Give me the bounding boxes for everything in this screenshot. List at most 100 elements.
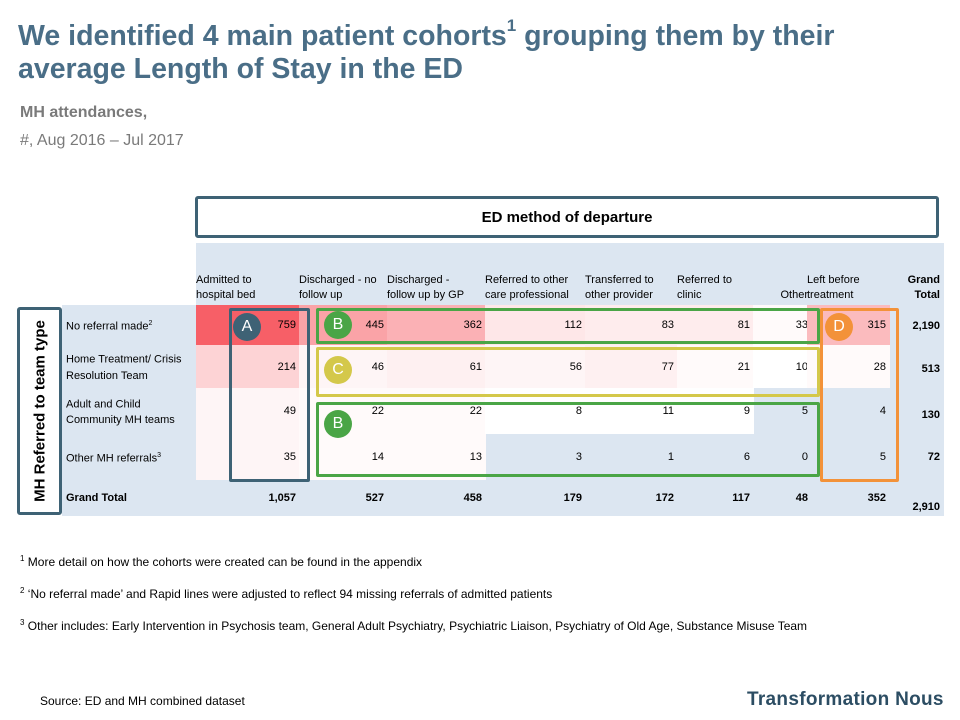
table-cell: 0: [801, 451, 808, 463]
grand-total-cell: 527: [365, 492, 384, 504]
grand-total-cell: 352: [867, 492, 886, 504]
table-cell: 4: [879, 405, 886, 417]
table-cell: 33: [753, 305, 812, 345]
column-header: Discharged - no follow up: [299, 273, 384, 303]
cohort-b-badge: B: [324, 311, 352, 339]
row-label-text: No referral made2: [66, 316, 152, 335]
column-header-line: Left before: [807, 274, 860, 286]
table-cell: 81: [677, 305, 754, 345]
page-title: We identified 4 main patient cohorts1 gr…: [18, 15, 835, 86]
column-header-line: Other: [780, 289, 808, 301]
cohort-c-badge: C: [324, 356, 352, 384]
column-axis-box: ED method of departure: [195, 196, 939, 238]
row-label-line: Community MH teams: [66, 414, 175, 427]
row-label-text: Home Treatment/ Crisis Resolution Team: [66, 349, 182, 384]
table-cell: 35: [196, 434, 300, 480]
row-label-line: Other MH referrals: [66, 452, 158, 465]
row-total: 72: [927, 451, 940, 463]
column-header-line: Grand: [907, 274, 940, 286]
row-label: Other MH referrals3: [66, 434, 196, 480]
cohort-a-box: [229, 308, 310, 482]
table-cell: 214: [196, 345, 300, 388]
grand-total-cell: 1,057: [268, 492, 296, 504]
row-label-line: Home Treatment/ Crisis: [66, 353, 182, 366]
table-cell: 6: [743, 451, 750, 463]
column-axis-label: ED method of departure: [481, 208, 653, 226]
column-header-line: treatment: [807, 289, 854, 301]
row-label-text: Other MH referrals3: [66, 448, 161, 467]
cohort-c-box: [316, 347, 820, 397]
table-cell: 14: [299, 434, 388, 480]
row-label-sup: 2: [148, 319, 153, 327]
table-cell: 61: [387, 345, 486, 388]
source-note: Source: ED and MH combined dataset: [40, 694, 245, 708]
cohort-b-badge: B: [324, 410, 352, 438]
table-cell: 13: [387, 434, 486, 480]
row-axis-box: MH Referred to team type: [17, 307, 62, 515]
column-header-line: [753, 273, 808, 288]
table-cell: 56: [485, 345, 586, 388]
row-total: 130: [921, 409, 940, 421]
grand-total-cell: 48: [795, 492, 808, 504]
table-cell: 77: [585, 345, 678, 388]
row-label: Home Treatment/ Crisis Resolution Team: [66, 345, 196, 388]
column-header-line: Total: [914, 289, 940, 301]
column-header-line: clinic: [677, 289, 702, 301]
table-cell: 3: [575, 451, 582, 463]
row-label-text: Adult and Child Community MH teams: [66, 394, 175, 429]
table-cell: 5: [801, 405, 808, 417]
row-label: Adult and Child Community MH teams: [66, 388, 196, 434]
grand-total-cell: 179: [563, 492, 582, 504]
grand-total-overall: 2,910: [912, 501, 940, 513]
column-header-line: Transferred to: [585, 274, 654, 286]
cohort-d-badge: D: [825, 313, 853, 341]
column-header: Admitted to hospital bed: [196, 273, 296, 303]
cohort-b-box-bottom: [316, 402, 820, 477]
header-background: [196, 243, 944, 305]
row-label-line: Resolution Team: [66, 369, 148, 382]
table-cell: 83: [585, 305, 678, 345]
cohort-d-box: [820, 308, 899, 482]
chart-subtitle: MH attendances,: [20, 104, 148, 121]
grand-total-label: Grand Total: [66, 492, 127, 504]
column-header-line: Discharged -: [387, 274, 450, 286]
column-header: Grand Total: [893, 273, 940, 303]
column-header: Left before treatment: [807, 273, 886, 303]
table-cell: 112: [485, 305, 586, 345]
row-label-line: No referral made: [66, 320, 149, 333]
row-label-line: Adult and Child: [66, 398, 141, 411]
column-header-line: other provider: [585, 289, 653, 301]
column-header: Transferred to other provider: [585, 273, 674, 303]
table-cell: 49: [196, 388, 300, 434]
column-header-line: Referred to other: [485, 274, 569, 286]
footnote-1: 1 More detail on how the cohorts were cr…: [20, 554, 423, 569]
table-cell: 1: [667, 451, 674, 463]
column-header-line: Discharged - no: [299, 274, 377, 286]
grand-total-cell: 117: [732, 492, 750, 504]
column-header-line: Referred to: [677, 274, 733, 286]
column-header: Referred to other care professional: [485, 273, 582, 303]
column-header-line: hospital bed: [196, 289, 256, 301]
row-label: No referral made2: [66, 305, 196, 345]
cohort-a-badge: A: [233, 313, 261, 341]
table-cell: 362: [387, 305, 486, 345]
unit-label: #, Aug 2016 – Jul 2017: [20, 132, 184, 149]
row-label-sup: 3: [157, 451, 161, 459]
table-cell: 10: [753, 345, 812, 388]
grand-total-cell: 458: [463, 492, 482, 504]
brand-logo: Transformation Nous: [747, 689, 944, 710]
column-header-line: Admitted to: [196, 274, 252, 286]
column-header-line: follow up by GP: [387, 289, 465, 301]
cohort-b-box-top: [316, 308, 820, 344]
footnote-3: 3 Other includes: Early Intervention in …: [20, 618, 808, 633]
column-header-line: follow up: [299, 289, 343, 301]
table-cell: 21: [677, 345, 754, 388]
column-header: Discharged - follow up by GP: [387, 273, 482, 303]
grand-total-cell: 172: [655, 492, 674, 504]
column-header-line: care professional: [485, 289, 569, 301]
row-total: 2,190: [912, 320, 940, 332]
row-axis-label: MH Referred to team type: [31, 320, 48, 502]
column-header: Referred to clinic: [677, 273, 750, 303]
footnote-2: 2 ‘No referral made’ and Rapid lines wer…: [20, 586, 553, 601]
row-total: 513: [921, 363, 940, 375]
